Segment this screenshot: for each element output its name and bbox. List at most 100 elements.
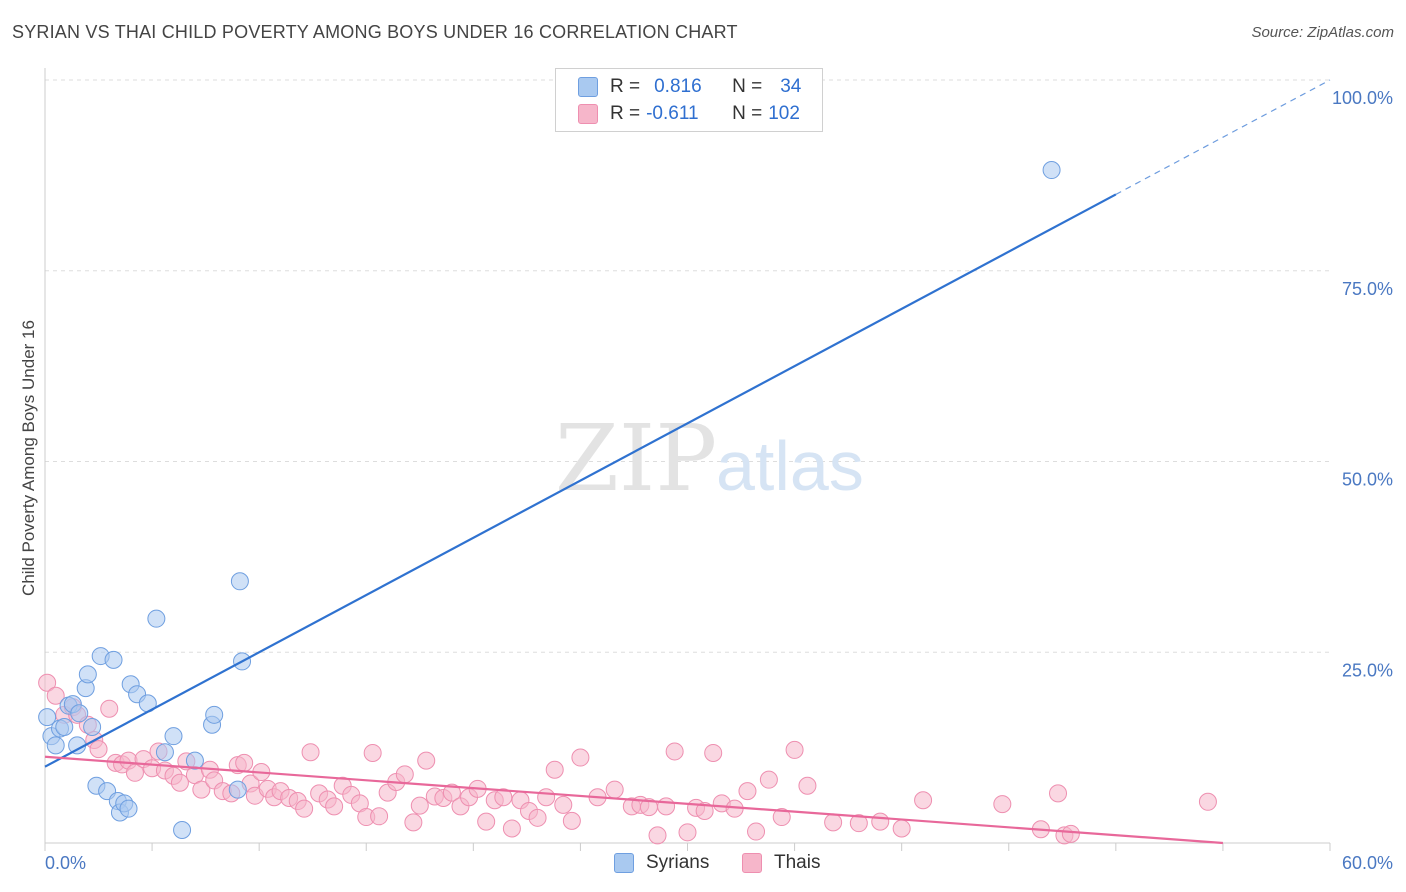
thais-points bbox=[38, 673, 1217, 845]
syrians-point bbox=[205, 705, 224, 724]
thais-point bbox=[537, 788, 556, 807]
watermark-atlas: atlas bbox=[716, 427, 864, 505]
thais-point bbox=[235, 753, 254, 772]
legend-row-thais: R = -0.611 N = 102 bbox=[578, 101, 800, 127]
legend-n-value: 102 bbox=[768, 103, 800, 124]
syrians-point bbox=[185, 751, 204, 770]
syrians-point bbox=[104, 650, 123, 669]
thais-point bbox=[605, 780, 624, 799]
legend-row-syrians: R = 0.816 N = 34 bbox=[578, 74, 801, 100]
thais-point bbox=[648, 826, 667, 845]
thais-point bbox=[528, 808, 547, 827]
thais-point bbox=[170, 773, 189, 792]
thais-point bbox=[545, 760, 564, 779]
y-tick-label: 25.0% bbox=[1342, 660, 1393, 680]
syrians-point bbox=[164, 727, 183, 746]
legend-r-label: R = bbox=[610, 76, 641, 97]
thais-point bbox=[38, 673, 57, 692]
thais-point bbox=[798, 776, 817, 795]
thais-point bbox=[404, 813, 423, 832]
thais-point bbox=[395, 765, 414, 784]
syrians-point bbox=[70, 704, 89, 723]
y-tick-label: 75.0% bbox=[1342, 279, 1393, 299]
thais-point bbox=[892, 819, 911, 838]
syrians-point bbox=[1042, 161, 1061, 180]
legend-r-label: R = bbox=[610, 103, 641, 124]
legend-label-thais: Thais bbox=[774, 852, 821, 873]
legend-n-label: N = bbox=[732, 103, 763, 124]
legend-label-syrians: Syrians bbox=[646, 852, 710, 873]
syrians-point bbox=[55, 718, 74, 737]
thais-point bbox=[704, 743, 723, 762]
thais-point bbox=[871, 812, 890, 831]
thais-point bbox=[785, 740, 804, 759]
thais-point bbox=[363, 743, 382, 762]
thais-point bbox=[46, 686, 65, 705]
legend-r-value: 0.816 bbox=[654, 76, 702, 97]
thais-point bbox=[562, 811, 581, 830]
syrians-point bbox=[147, 609, 166, 628]
syrians-point bbox=[83, 718, 102, 737]
syrians-point bbox=[78, 665, 97, 684]
thais-point bbox=[772, 808, 791, 827]
legend-item-syrians: Syrians bbox=[614, 852, 709, 874]
thais-point bbox=[89, 740, 108, 759]
y-tick-label: 100.0% bbox=[1332, 88, 1393, 108]
syrians-point bbox=[38, 708, 57, 727]
tick-labels: 25.0% 50.0% 75.0% 100.0% 0.0% 60.0% bbox=[45, 88, 1393, 873]
thais-point bbox=[678, 823, 697, 842]
thais-point bbox=[571, 748, 590, 767]
syrians-points bbox=[38, 161, 1061, 840]
syrians-swatch bbox=[578, 77, 598, 97]
thais-point bbox=[100, 699, 119, 718]
thais-point bbox=[301, 743, 320, 762]
syrians-point bbox=[119, 799, 138, 818]
legend-r-value: -0.611 bbox=[646, 103, 699, 124]
thais-point bbox=[849, 814, 868, 833]
y-tick-label: 50.0% bbox=[1342, 470, 1393, 490]
syrians-point bbox=[155, 743, 174, 762]
thais-point bbox=[325, 797, 344, 816]
legend-n-label: N = bbox=[732, 76, 763, 97]
thais-point bbox=[417, 751, 436, 770]
source-credit: Source: ZipAtlas.com bbox=[1251, 24, 1394, 41]
thais-swatch bbox=[742, 853, 762, 873]
legend-n-value: 34 bbox=[780, 76, 802, 97]
thais-point bbox=[1198, 792, 1217, 811]
thais-point bbox=[502, 819, 521, 838]
thais-point bbox=[738, 782, 757, 801]
thais-point bbox=[295, 799, 314, 818]
thais-swatch bbox=[578, 104, 598, 124]
chart-title: SYRIAN VS THAI CHILD POVERTY AMONG BOYS … bbox=[12, 22, 738, 42]
syrians-trend-extension bbox=[1115, 79, 1331, 195]
thais-point bbox=[824, 813, 843, 832]
syrians-swatch bbox=[614, 853, 634, 873]
syrians-point bbox=[46, 736, 65, 755]
thais-point bbox=[695, 801, 714, 820]
x-tick-label: 60.0% bbox=[1342, 853, 1393, 873]
thais-point bbox=[1061, 824, 1080, 843]
thais-point bbox=[554, 795, 573, 814]
grid-lines bbox=[45, 79, 1330, 653]
thais-point bbox=[410, 796, 429, 815]
thais-point bbox=[914, 791, 933, 810]
legend-item-thais: Thais bbox=[742, 852, 820, 874]
syrians-trend-line bbox=[44, 193, 1117, 768]
correlation-legend: R = 0.816 N = 34 R = -0.611 N = 102 bbox=[555, 68, 823, 132]
thais-point bbox=[477, 812, 496, 831]
thais-point bbox=[665, 742, 684, 761]
thais-point bbox=[192, 780, 211, 799]
thais-point bbox=[442, 783, 461, 802]
thais-point bbox=[494, 788, 513, 807]
series-legend: Syrians Thais bbox=[0, 852, 1406, 878]
syrians-point bbox=[173, 821, 192, 840]
watermark: ZIP atlas bbox=[555, 405, 864, 512]
thais-point bbox=[657, 797, 676, 816]
thais-point bbox=[747, 822, 766, 841]
trend-lines bbox=[44, 79, 1331, 845]
thais-trend-line bbox=[44, 755, 1223, 845]
thais-point bbox=[1049, 784, 1068, 803]
thais-point bbox=[370, 807, 389, 826]
thais-point bbox=[993, 795, 1012, 814]
